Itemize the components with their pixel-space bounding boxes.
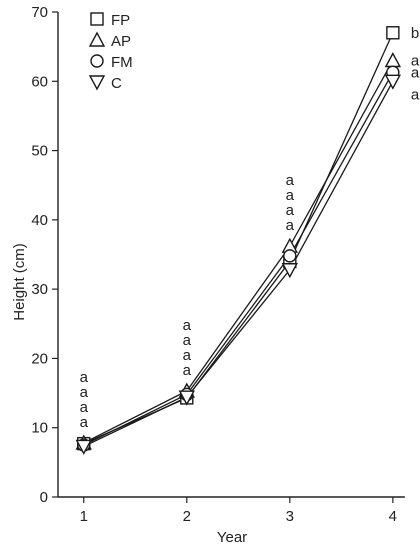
data-point-c [384,74,402,90]
significance-letter: ab [411,53,420,70]
x-tick-label: 3 [286,508,294,525]
significance-letter: a [80,369,89,386]
legend-label-ap: AP [111,33,131,50]
y-tick-label: 60 [31,73,48,90]
significance-letter: a [183,347,192,364]
legend-marker-c [88,75,106,91]
significance-letter: a [286,217,295,234]
axes: 0 10 20 30 40 50 60 70 1 2 3 4 [31,4,405,525]
data-point-c [178,390,195,406]
x-axis-title: Year [217,529,247,546]
y-tick-label: 20 [31,350,48,367]
y-axis-title: Height (cm) [11,243,28,321]
legend-label-fp: FP [111,12,130,29]
significance-letter: a [411,64,420,81]
data-point-fp [386,26,400,40]
significance-letter: a [183,332,192,349]
significance-letter: b [411,25,419,42]
y-tick-label: 70 [31,4,48,21]
series-line-fp [83,32,394,445]
significance-letter: a [286,187,295,204]
legend-marker-fp [90,12,104,26]
y-tick-label: 40 [31,212,48,229]
data-point-c [75,439,92,455]
x-tick-label: 1 [80,508,88,525]
significance-letters: aaaaaaaaaaaababaa [80,25,420,431]
significance-letter: a [286,202,295,219]
significance-letter: a [80,384,89,401]
significance-letter: a [183,317,192,334]
x-tick-label: 2 [183,508,191,525]
significance-letter: a [411,86,420,103]
significance-letter: a [183,362,192,379]
legend-label-c: C [111,75,122,92]
significance-letter: a [80,399,89,416]
series-line-fm [83,71,394,446]
significance-letter: a [80,414,89,431]
legend-marker-fm [90,54,104,68]
series-lines [83,32,394,448]
series-markers [75,26,402,455]
y-tick-label: 10 [31,420,48,437]
legend-marker-ap [88,31,106,47]
series-line-c [83,80,394,448]
y-tick-label: 0 [40,489,48,506]
y-tick-label: 30 [31,281,48,298]
x-tick-label: 4 [389,508,397,525]
data-point-c [281,263,298,279]
significance-letter: a [286,172,295,189]
data-point-fm [283,249,297,263]
data-point-ap [384,52,402,68]
series-line-ap [83,60,394,444]
legend: FP AP FM C [88,12,133,92]
y-tick-label: 50 [31,143,48,160]
legend-label-fm: FM [111,54,133,71]
